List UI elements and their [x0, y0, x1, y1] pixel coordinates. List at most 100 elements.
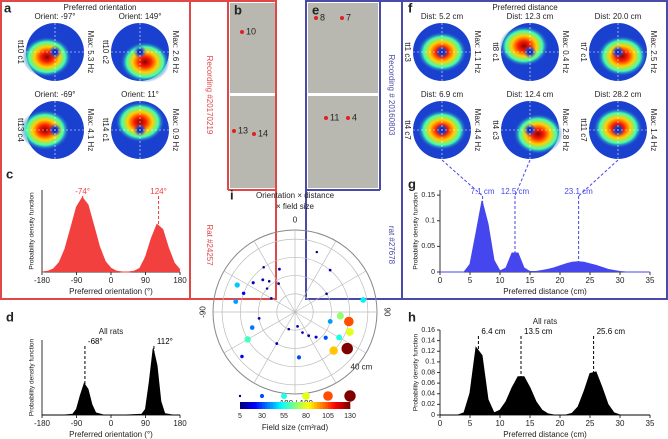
y-tick-label: 0.14 [421, 337, 435, 344]
colorbar-tick-label: 5 [238, 413, 242, 420]
connector [578, 159, 619, 197]
y-axis-label: Probability density function [413, 192, 420, 270]
point [240, 354, 244, 359]
colorbar-cell [347, 402, 351, 409]
point [277, 282, 280, 285]
colorbar-tick-label: 130 [344, 413, 356, 420]
point [269, 296, 273, 300]
annotation-label: -74° [75, 187, 90, 196]
x-tick-label: -180 [34, 276, 51, 285]
point [234, 282, 240, 288]
max-label: Max: 5.3 Hz [86, 31, 95, 74]
max-label: Max: 4.4 Hz [473, 109, 482, 152]
x-tick-label: 90 [141, 419, 150, 428]
x-tick-label: 180 [173, 276, 187, 285]
theta-tick-label: -90 [198, 306, 207, 318]
colorbar-cell [336, 402, 340, 409]
cell-label: tt7 c1 [579, 42, 588, 62]
x-axis-label: Preferred distance (cm) [503, 430, 587, 439]
point [329, 346, 338, 355]
colorbar-cell [278, 402, 282, 409]
theta-tick-label: 90 [383, 308, 392, 317]
point [233, 299, 239, 305]
density-curve [41, 196, 181, 273]
annotation-label: 13.5 cm [524, 327, 553, 336]
electrode-mark [340, 16, 344, 20]
connector [441, 159, 483, 197]
y-tick-label: 0.06 [421, 380, 435, 387]
max-label: Max: 0.9 Hz [171, 109, 180, 152]
point [344, 316, 354, 327]
point [307, 334, 311, 338]
colorbar-cell [333, 402, 337, 409]
colorbar-cell [339, 402, 343, 409]
connector [514, 159, 531, 197]
size-key [238, 394, 242, 398]
point [278, 267, 281, 271]
y-tick-label: 0.16 [421, 327, 435, 334]
cell-label: tt8 c1 [491, 42, 500, 62]
density-area [42, 197, 180, 272]
colorbar-cell [245, 402, 249, 409]
colorbar-tick-label: 55 [280, 413, 288, 420]
annotation-label: 23.1 cm [564, 187, 593, 196]
x-tick-label: 5 [468, 419, 473, 428]
map-title: Orient: -69° [35, 90, 76, 99]
y-tick-label: 0 [431, 269, 435, 276]
x-axis-label: Preferred orientation (°) [69, 287, 153, 296]
x-axis-label: Preferred distance (cm) [503, 287, 587, 296]
colorbar-cell [306, 402, 310, 409]
point [345, 328, 354, 336]
colorbar-cell [311, 402, 315, 409]
colorbar-cell [300, 402, 304, 409]
point [328, 268, 332, 272]
colorbar-cell [242, 402, 246, 409]
map-title: Dist: 12.4 cm [507, 90, 554, 99]
x-tick-label: 15 [526, 419, 535, 428]
x-tick-label: -180 [34, 419, 51, 428]
point [244, 336, 251, 343]
y-tick-label: 0.08 [421, 369, 435, 376]
colorbar-cell [308, 402, 312, 409]
panel-letter: e [312, 2, 319, 17]
y-tick-label: 0.1 [425, 359, 435, 366]
heatmap-field [22, 36, 72, 78]
chart-title: All rats [99, 327, 123, 336]
colorbar-tick-label: 80 [302, 413, 310, 420]
colorbar-cell [256, 402, 260, 409]
electrode-mark [346, 116, 350, 120]
panel-letter: f [408, 0, 413, 15]
cell-label: tt13 c4 [16, 118, 25, 143]
density-curve [42, 348, 180, 416]
histology-label: 8 [320, 12, 325, 22]
colorbar-cell [264, 402, 268, 409]
x-tick-label: 30 [616, 276, 625, 285]
panel-letter: a [4, 0, 12, 15]
x-tick-label: 5 [468, 276, 473, 285]
point [336, 312, 344, 320]
y-tick-label: 0.02 [421, 401, 435, 408]
point [267, 279, 271, 283]
cell-label: tt10 c2 [101, 40, 110, 65]
density-curve [440, 200, 650, 273]
panel-letter: c [6, 166, 13, 181]
heatmap-field [513, 113, 563, 155]
x-tick-label: 0 [109, 276, 114, 285]
y-tick-label: 0.12 [421, 348, 435, 355]
map-title: Orient: 11° [121, 90, 159, 99]
colorbar-cell [251, 402, 255, 409]
colorbar-cell [262, 402, 266, 409]
colorbar-cell [319, 402, 323, 409]
polar-spoke [223, 270, 296, 313]
point [241, 291, 246, 296]
panel-letter: b [234, 2, 242, 17]
x-tick-label: 15 [526, 276, 535, 285]
x-tick-label: -90 [71, 419, 83, 428]
point [296, 355, 302, 360]
x-tick-label: 90 [141, 276, 150, 285]
histology-label: 4 [352, 112, 357, 122]
panel-letter: d [6, 309, 14, 324]
max-label: Max: 1.4 Hz [649, 109, 658, 152]
polar-spoke [294, 270, 367, 313]
